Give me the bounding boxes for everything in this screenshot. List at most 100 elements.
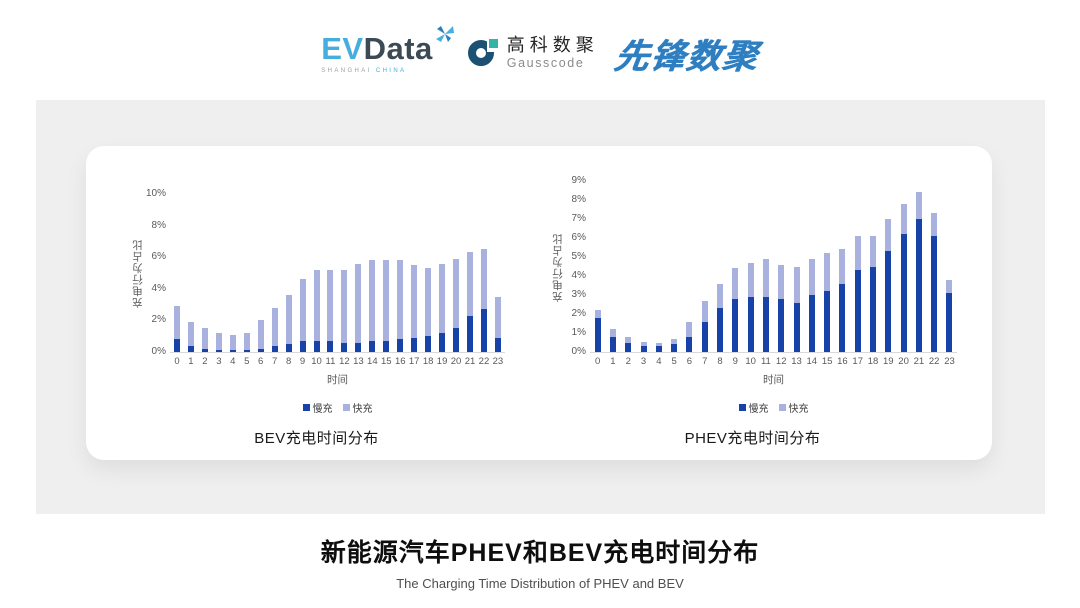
slow-charge-segment xyxy=(313,340,320,352)
slow-charge-segment xyxy=(701,321,708,352)
fast-charge-segment xyxy=(900,203,907,235)
x-tick-label: 15 xyxy=(821,356,833,367)
slow-charge-segment xyxy=(327,340,334,352)
stacked-bar xyxy=(869,236,876,352)
slow-charge-segment xyxy=(285,344,292,352)
gausscode-logo: 高科数聚 Gausscode xyxy=(467,35,599,72)
stacked-bar xyxy=(494,296,501,352)
slow-charge-segment xyxy=(946,293,953,352)
bar-column xyxy=(850,236,865,352)
legend-item-fast: 快充 xyxy=(342,400,373,415)
evdata-china-text: CHINA xyxy=(375,67,407,74)
chart-title: PHEV充电时间分布 xyxy=(684,430,821,448)
bar-column xyxy=(337,269,351,352)
bars xyxy=(590,181,957,352)
bar-column xyxy=(804,258,819,352)
slow-charge-segment xyxy=(383,340,390,352)
slow-charge-segment xyxy=(686,336,693,352)
fast-charge-segment xyxy=(732,268,739,299)
stacked-bar xyxy=(640,341,647,352)
fast-charge-segment xyxy=(717,283,724,309)
fast-charge-segment xyxy=(594,310,601,318)
fast-charge-segment xyxy=(762,258,769,297)
slow-charge-segment xyxy=(229,350,236,352)
slow-charge-segment xyxy=(257,348,264,352)
evdata-shanghai-text: SHANGHAI xyxy=(321,67,372,74)
stacked-bar xyxy=(793,266,800,352)
x-tick-label: 8 xyxy=(717,356,723,367)
fast-charge-segment xyxy=(466,252,473,316)
fast-charge-segment xyxy=(640,341,647,347)
slow-charge-segment xyxy=(625,342,632,352)
fast-charge-segment xyxy=(285,295,292,345)
bar-column xyxy=(365,260,379,352)
fast-charge-segment xyxy=(931,213,938,237)
fast-charge-segment xyxy=(313,269,320,341)
legend-item-slow: 慢充 xyxy=(302,400,333,416)
stacked-bar xyxy=(625,336,632,352)
fast-charge-segment xyxy=(793,266,800,303)
slow-charge-segment xyxy=(201,348,208,352)
slow-charge-segment xyxy=(869,266,876,352)
fast-charge-segment xyxy=(839,249,846,284)
bar-column xyxy=(728,268,743,352)
x-tick-label: 22 xyxy=(478,356,490,367)
xianfeng-shuju-logo: 先锋数聚 xyxy=(611,37,761,76)
bar-column xyxy=(682,321,697,352)
fast-charge-segment xyxy=(173,306,180,340)
y-tick-label: 7% xyxy=(571,213,586,224)
fast-charge-segment xyxy=(453,258,460,329)
slow-charge-segment xyxy=(915,219,922,352)
slow-charge-segment xyxy=(900,234,907,352)
x-tick-label: 0 xyxy=(174,356,180,367)
fast-charge-segment xyxy=(946,279,953,294)
stacked-bar xyxy=(397,260,404,352)
fast-charge-segment xyxy=(494,296,501,338)
slow-charge-segment xyxy=(453,328,460,352)
fast-charge-segment xyxy=(747,262,754,297)
bar-column xyxy=(323,269,337,352)
x-tick-label: 21 xyxy=(913,356,925,367)
stacked-bar xyxy=(173,306,180,352)
bar-column xyxy=(743,262,758,352)
x-tick-label: 17 xyxy=(408,356,420,367)
x-tick-label: 6 xyxy=(258,356,264,367)
logo-header: EVData SHANGHAI CHINA 高科数聚 Gausscode 先锋数… xyxy=(0,22,1080,84)
y-tick-label: 5% xyxy=(571,251,586,262)
stacked-bar xyxy=(747,262,754,352)
x-tick-label: 0 xyxy=(595,356,601,367)
y-axis-title: 充电行为占比 xyxy=(551,232,564,302)
page-title: 新能源汽车PHEV和BEV充电时间分布 xyxy=(320,539,760,567)
x-tick-label: 18 xyxy=(422,356,434,367)
slow-charge-segment xyxy=(187,345,194,352)
bar-column xyxy=(590,310,605,352)
x-tick-label: 3 xyxy=(640,356,647,367)
stacked-bar xyxy=(717,283,724,352)
slow-charge-segment xyxy=(411,337,418,352)
legend-label-slow: 慢充 xyxy=(312,404,333,416)
x-tick-label: 21 xyxy=(464,356,476,367)
fast-charge-segment xyxy=(854,236,861,271)
legend: 慢充 快充 xyxy=(170,400,505,415)
x-tick-label: 14 xyxy=(367,356,378,367)
bar-column xyxy=(254,320,268,352)
slow-charge-segment xyxy=(594,317,601,352)
y-tick-label: 9% xyxy=(571,175,586,186)
slow-charge-swatch xyxy=(302,404,310,412)
stacked-bar xyxy=(187,322,194,352)
fast-charge-segment xyxy=(383,260,390,341)
bar-column xyxy=(636,341,651,352)
fast-charge-segment xyxy=(625,336,632,343)
stacked-bar xyxy=(383,260,390,352)
stacked-bar xyxy=(854,236,861,352)
slow-charge-segment xyxy=(671,344,678,352)
x-tick-label: 19 xyxy=(883,356,894,367)
y-tick-label: 10% xyxy=(145,188,166,199)
bar-column xyxy=(605,329,620,352)
charts-card: 充电行为占比 0% 2% 4% 6% 8% 10% 0 1 2 3 4 5 6 7 8 9 10 11 12 13 1… xyxy=(86,146,992,460)
x-axis-ticks: 0 1 2 3 4 5 6 7 8 9 10 11 12 13 14 15 16 17 18 19 20 21 22 23 xyxy=(170,356,505,367)
bar-column xyxy=(697,300,712,352)
evdata-subtext: SHANGHAI CHINA xyxy=(321,68,433,74)
page-subtitle: The Charging Time Distribution of PHEV a… xyxy=(396,576,684,591)
fast-charge-segment xyxy=(425,268,432,337)
